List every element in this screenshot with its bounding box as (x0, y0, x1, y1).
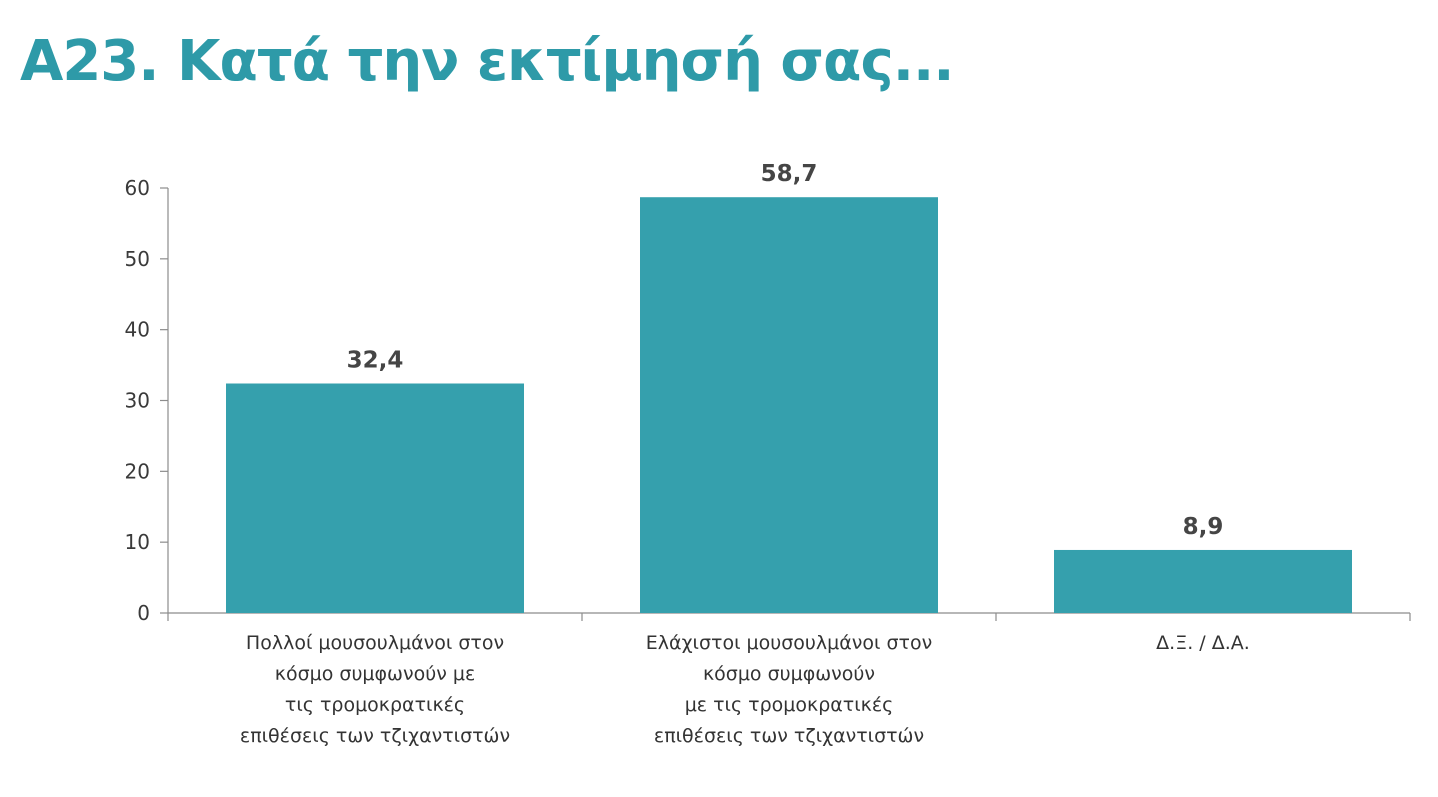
category-label-line: κόσμο συμφωνούν (703, 663, 875, 685)
y-tick-label: 50 (125, 247, 150, 271)
category-label-line: επιθέσεις των τζιχαντιστών (240, 725, 510, 747)
y-tick-label: 60 (125, 176, 150, 200)
bars (226, 197, 1352, 614)
category-labels: Πολλοί μουσουλμάνοι στον κόσμο συμφωνούν … (240, 632, 1250, 747)
category-label-line: με τις τρομοκρατικές (685, 694, 894, 716)
y-tick-label: 10 (125, 530, 150, 554)
y-axis: 0 10 20 30 40 50 60 (125, 176, 169, 625)
y-tick-label: 20 (125, 459, 150, 483)
category-label-line: Δ.Ξ. / Δ.Α. (1156, 632, 1250, 654)
y-tick-label: 30 (125, 389, 150, 413)
category-label-line: κόσμο συμφωνούν με (275, 663, 475, 685)
category-label: Ελάχιστοι μουσουλμάνοι στον κόσμο συμφωνο… (646, 632, 932, 747)
data-label: 58,7 (761, 161, 818, 187)
data-labels: 32,4 58,7 8,9 (347, 161, 1224, 540)
data-label: 8,9 (1183, 514, 1224, 540)
bar (640, 197, 938, 614)
category-label: Πολλοί μουσουλμάνοι στον κόσμο συμφωνούν … (240, 632, 510, 747)
data-label: 32,4 (347, 348, 404, 374)
page-title: Α23. Κατά την εκτίμησή σας... (20, 29, 955, 94)
category-label-line: Ελάχιστοι μουσουλμάνοι στον (646, 632, 932, 654)
x-axis (167, 612, 1411, 621)
category-label-line: επιθέσεις των τζιχαντιστών (654, 725, 924, 747)
y-tick-label: 40 (125, 318, 150, 342)
category-label-line: τις τρομοκρατικές (285, 694, 465, 716)
bar (1054, 549, 1352, 613)
y-tick-label: 0 (137, 601, 150, 625)
bar (226, 383, 524, 613)
category-label: Δ.Ξ. / Δ.Α. (1156, 632, 1250, 654)
category-label-line: Πολλοί μουσουλμάνοι στον (246, 632, 504, 654)
